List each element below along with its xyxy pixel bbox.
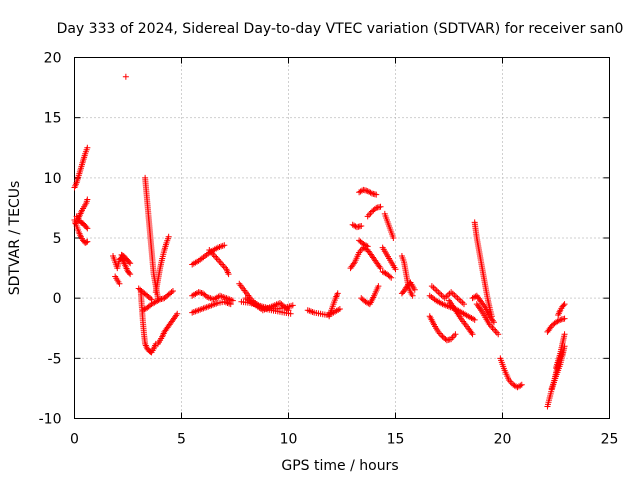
- data-point: [155, 297, 162, 304]
- data-point: [336, 305, 343, 312]
- data-point: [390, 235, 397, 241]
- data-point: [84, 144, 91, 151]
- data-point: [227, 301, 234, 308]
- data-point: [377, 265, 384, 272]
- data-point: [363, 242, 370, 249]
- data-point: [373, 191, 380, 198]
- data-point: [221, 242, 228, 249]
- x-tick-label: 10: [280, 432, 298, 448]
- y-tick-label: 15: [44, 111, 62, 127]
- y-axis-label: SDTVAR / TECUs: [7, 181, 23, 296]
- data-point: [122, 73, 129, 80]
- data-point: [83, 224, 90, 231]
- data-point: [495, 331, 502, 338]
- data-point: [289, 302, 296, 309]
- data-point: [225, 271, 232, 278]
- data-point: [561, 315, 568, 322]
- data-point: [561, 301, 568, 308]
- data-point: [460, 301, 467, 308]
- data-point: [452, 331, 459, 338]
- data-point: [127, 271, 134, 278]
- data-point: [202, 292, 209, 299]
- data-point: [127, 260, 134, 267]
- data-point: [411, 286, 418, 293]
- data-point: [555, 317, 562, 324]
- data-point: [126, 269, 133, 276]
- data-point: [367, 189, 374, 196]
- data-point: [490, 319, 497, 326]
- data-point: [169, 287, 176, 294]
- data-point: [84, 196, 91, 203]
- data-point: [364, 243, 371, 250]
- y-tick-label: 5: [53, 231, 62, 247]
- x-tick-labels: 0 5 10 15 20 25: [70, 432, 618, 448]
- data-point: [174, 310, 181, 317]
- data-point: [518, 381, 525, 388]
- data-point: [284, 305, 291, 312]
- y-tick-label: 10: [44, 171, 62, 187]
- x-tick-label: 15: [387, 432, 405, 448]
- data-point: [287, 310, 294, 317]
- data-point: [561, 331, 568, 338]
- data-point: [285, 307, 292, 314]
- data-point: [409, 292, 416, 299]
- y-tick-label: 20: [44, 51, 62, 67]
- data-point: [126, 259, 133, 266]
- data-point: [229, 297, 236, 304]
- data-point: [358, 222, 365, 229]
- x-axis-label: GPS time / hours: [281, 458, 398, 474]
- chart-title: Day 333 of 2024, Sidereal Day-to-day VTE…: [57, 21, 624, 37]
- data-point: [165, 233, 172, 240]
- y-tick-labels: -10 -5 0 5 10 15 20: [39, 51, 62, 428]
- x-tick-label: 0: [70, 432, 79, 448]
- data-point: [399, 289, 406, 296]
- data-point: [334, 290, 341, 297]
- data-point: [147, 295, 154, 302]
- data-point: [386, 273, 393, 280]
- data-point: [560, 302, 567, 309]
- data-point: [392, 266, 399, 273]
- data-point: [471, 316, 478, 323]
- y-tick-label: -10: [39, 412, 62, 428]
- x-tick-label: 20: [494, 432, 512, 448]
- x-tick-label: 25: [601, 432, 619, 448]
- data-point: [83, 239, 90, 246]
- y-tick-label: -5: [48, 351, 62, 367]
- grid-lines: [74, 57, 610, 419]
- data-point: [168, 289, 175, 296]
- data-point: [377, 203, 384, 210]
- data-point: [375, 283, 382, 290]
- data-point: [517, 382, 524, 389]
- x-tick-label: 5: [177, 432, 186, 448]
- data-point: [388, 274, 395, 281]
- data-point: [84, 238, 91, 245]
- data-point: [116, 280, 123, 287]
- data-point: [148, 296, 155, 303]
- y-tick-label: 0: [53, 291, 62, 307]
- plot-frame: [74, 57, 610, 419]
- data-point: [84, 225, 91, 232]
- data-point: [469, 331, 476, 338]
- data-points: [71, 73, 568, 410]
